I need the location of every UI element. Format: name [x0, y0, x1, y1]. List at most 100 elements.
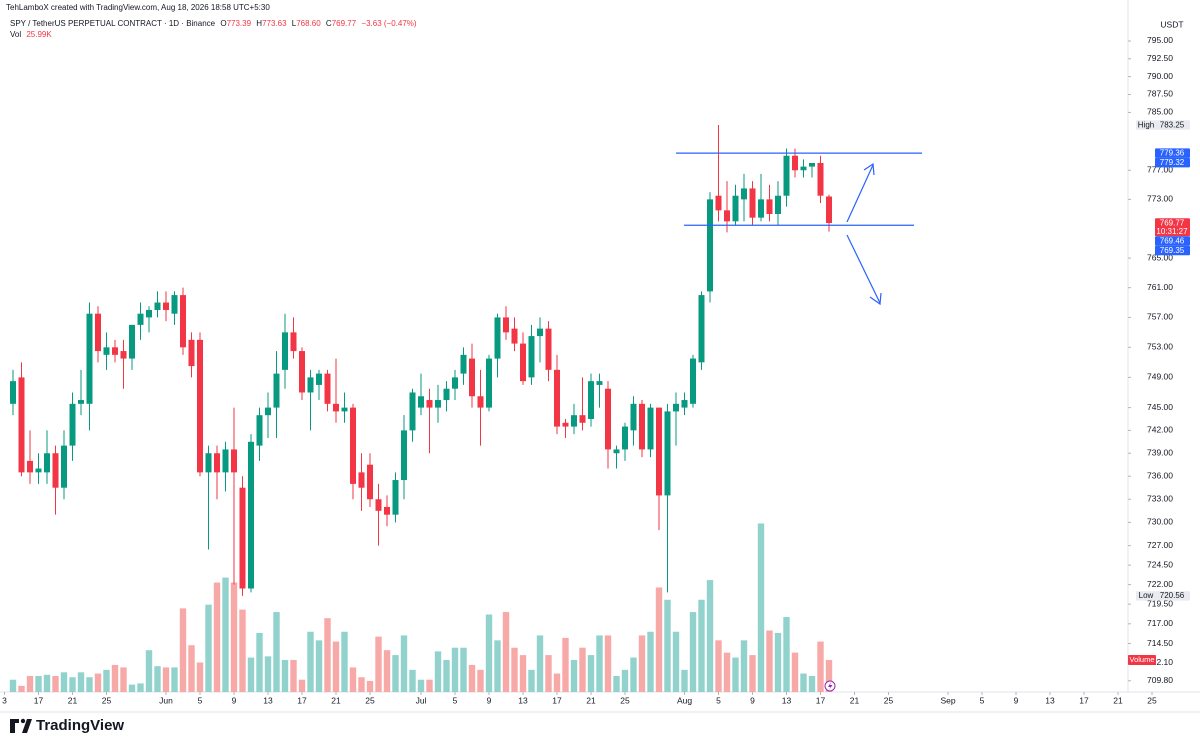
candle-body	[154, 302, 161, 310]
volume-bar	[757, 523, 765, 692]
x-tick-label: 17	[34, 695, 44, 705]
price-tag-label: 779.32	[1160, 158, 1185, 167]
volume-bar	[791, 652, 799, 692]
volume-bar	[817, 641, 824, 692]
volume-bar	[205, 604, 212, 692]
brand: TradingView	[36, 717, 124, 734]
volume-bar	[392, 655, 399, 692]
volume-bar	[298, 679, 306, 692]
volume-bar	[553, 673, 561, 692]
volume-bar	[196, 662, 204, 692]
candle-body	[579, 415, 586, 423]
price-tag	[1155, 236, 1190, 246]
volume-bar	[230, 582, 238, 692]
volume-bar	[587, 655, 595, 692]
candle-body	[596, 381, 603, 385]
candle-layer	[10, 125, 832, 596]
volume-bar	[579, 647, 586, 692]
candle-body	[792, 155, 798, 171]
candle-body	[324, 373, 331, 404]
volume-bar	[52, 676, 59, 692]
volume-bar	[43, 674, 51, 692]
price-tag-label: 783.25	[1160, 120, 1185, 129]
x-tick-label: 13	[782, 695, 792, 705]
volume-bar	[375, 636, 382, 692]
ohlc-label: H	[256, 19, 262, 28]
ohlc-label: O	[220, 19, 226, 28]
candle-body	[809, 162, 815, 167]
volume-bar	[417, 679, 425, 692]
x-tick-label: 25	[884, 695, 894, 705]
volume-bar	[519, 655, 527, 692]
volume-bar	[681, 669, 688, 692]
y-tick-label: 733.00	[1147, 494, 1173, 504]
candle-body	[511, 328, 518, 344]
x-tick-label: 9	[750, 695, 755, 705]
candle-body	[180, 295, 186, 348]
candle-body	[358, 472, 365, 488]
candle-body	[673, 403, 679, 412]
logo-dot	[20, 718, 26, 724]
candle-body	[273, 373, 280, 408]
volume-bar	[171, 667, 178, 692]
candle-body	[724, 210, 730, 222]
attribution: TehLamboX created with TradingView.com, …	[6, 3, 270, 12]
volume-bar	[69, 677, 76, 692]
volume-bar	[332, 641, 340, 692]
candle-body	[741, 188, 747, 200]
volume-bar	[494, 640, 501, 692]
candle-body	[95, 313, 101, 352]
candle-body	[528, 336, 535, 378]
candle-body	[52, 453, 59, 488]
candle-body	[333, 403, 339, 412]
price-tag-label: 769.35	[1160, 246, 1185, 255]
x-tick-label: 25	[1147, 695, 1157, 705]
x-tick-label: 5	[198, 695, 203, 705]
candle-body	[367, 464, 373, 500]
volume-bar	[689, 612, 697, 692]
candle-body	[698, 295, 705, 363]
candle-body	[817, 162, 824, 196]
price-tag-name: High	[1138, 120, 1154, 129]
y-tick-label: 724.50	[1147, 559, 1173, 569]
x-tick-label: 5	[980, 695, 985, 705]
candle-body	[571, 415, 577, 427]
y-tick-label: 792.50	[1147, 53, 1173, 63]
candle-body	[520, 343, 526, 382]
candle-body	[460, 354, 467, 374]
y-tick-label: 709.80	[1147, 675, 1173, 685]
candle-body	[545, 328, 552, 370]
volume-bar	[664, 599, 671, 692]
x-tick-label: 25	[102, 695, 112, 705]
volume-bar	[366, 680, 374, 692]
y-tick-label: 787.50	[1147, 89, 1173, 99]
arrow-head	[869, 292, 882, 306]
candle-body	[401, 430, 407, 481]
y-tick-label: 757.00	[1147, 312, 1173, 322]
price-tag-label: 720.56	[1160, 591, 1185, 600]
volume-bar	[137, 683, 144, 692]
volume-bar	[570, 660, 578, 692]
candle-body	[163, 302, 169, 310]
volume-bar	[800, 673, 807, 692]
candle-body	[18, 377, 25, 473]
volume-bar	[239, 609, 246, 692]
y-tick-label: 722.00	[1147, 579, 1173, 589]
ohlc-value: 768.60	[296, 19, 321, 28]
x-tick-label: 5	[453, 695, 458, 705]
y-tick-label: 761.00	[1147, 282, 1173, 292]
candle-body	[622, 426, 628, 450]
x-tick-label: Jun	[159, 695, 173, 705]
volume-bar	[77, 672, 85, 692]
volume-bar	[349, 667, 357, 692]
candle-body	[290, 332, 297, 352]
price-tag	[1155, 218, 1190, 237]
price-tag	[1136, 120, 1190, 130]
x-tick-label: 21	[331, 695, 341, 705]
price-tag-label: 769.77	[1160, 218, 1185, 227]
candle-body	[639, 403, 645, 450]
candle-body	[749, 188, 756, 218]
candle-body	[664, 411, 671, 496]
candle-body	[647, 407, 654, 450]
x-tick-label: 13	[518, 695, 528, 705]
